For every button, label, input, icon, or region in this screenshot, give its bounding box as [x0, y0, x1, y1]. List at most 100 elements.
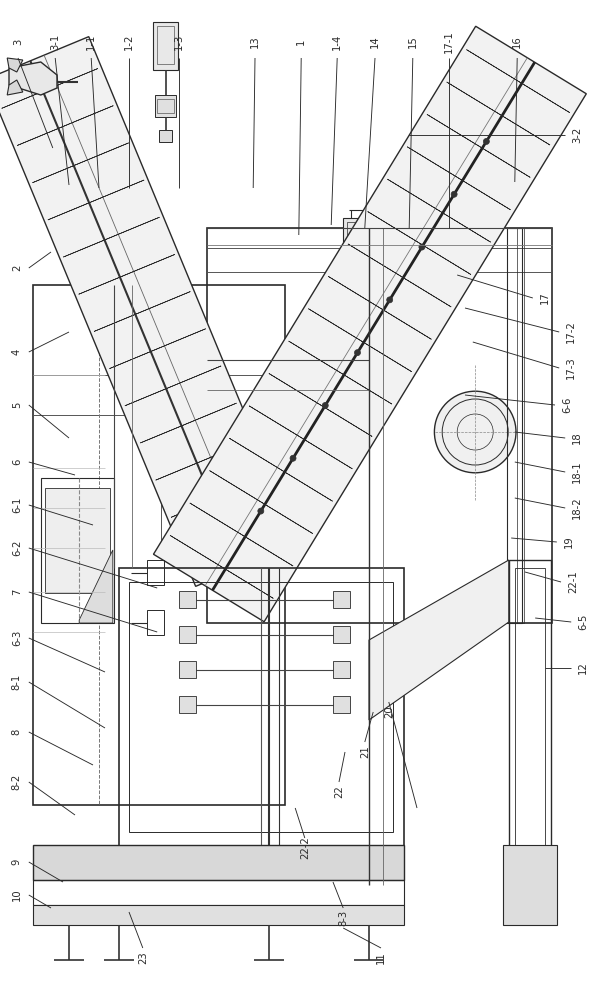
Text: 15: 15: [408, 36, 418, 48]
Bar: [33, 880, 404, 905]
Circle shape: [290, 455, 296, 461]
Text: 17-2: 17-2: [566, 321, 576, 343]
Circle shape: [258, 508, 264, 514]
Text: 1-3: 1-3: [174, 34, 184, 50]
Text: 3-2: 3-2: [572, 127, 582, 143]
Bar: [207, 228, 552, 623]
Circle shape: [386, 297, 392, 303]
Text: 19: 19: [564, 536, 574, 548]
Bar: [179, 591, 196, 608]
Text: 1-1: 1-1: [86, 34, 96, 50]
Bar: [179, 696, 196, 713]
Text: 6-1: 6-1: [12, 497, 22, 513]
Text: 10: 10: [12, 889, 22, 901]
Polygon shape: [269, 373, 372, 436]
Polygon shape: [32, 143, 129, 183]
Polygon shape: [466, 50, 570, 113]
Text: 9: 9: [12, 859, 22, 865]
Polygon shape: [407, 147, 511, 210]
Text: 6-6: 6-6: [562, 397, 572, 413]
Bar: [45, 488, 110, 593]
Bar: [33, 285, 285, 805]
Polygon shape: [209, 471, 313, 534]
Bar: [159, 130, 172, 142]
Polygon shape: [447, 82, 550, 145]
Polygon shape: [48, 180, 144, 220]
Bar: [41, 478, 114, 623]
Bar: [157, 26, 174, 64]
Text: 8-2: 8-2: [12, 774, 22, 790]
Bar: [179, 626, 196, 643]
Circle shape: [434, 391, 516, 473]
Circle shape: [419, 244, 425, 250]
Text: 12: 12: [578, 662, 588, 674]
Circle shape: [451, 191, 457, 197]
Polygon shape: [388, 179, 491, 242]
Bar: [347, 222, 372, 240]
Text: 20: 20: [384, 706, 394, 718]
Bar: [509, 560, 551, 885]
Circle shape: [322, 402, 328, 408]
Polygon shape: [0, 37, 299, 586]
Polygon shape: [9, 62, 57, 95]
Text: 1-2: 1-2: [124, 34, 134, 50]
Polygon shape: [140, 403, 236, 443]
Bar: [119, 568, 404, 846]
Text: 18-2: 18-2: [572, 497, 582, 519]
Text: 5: 5: [12, 402, 22, 408]
Polygon shape: [308, 309, 412, 372]
Polygon shape: [7, 80, 23, 95]
Polygon shape: [109, 329, 206, 369]
Text: 3-1: 3-1: [50, 34, 60, 50]
Polygon shape: [427, 114, 530, 177]
Bar: [33, 905, 404, 925]
Text: 4: 4: [12, 349, 22, 355]
Text: 17-3: 17-3: [566, 357, 576, 379]
Text: 8-3: 8-3: [338, 910, 348, 926]
Polygon shape: [171, 477, 268, 517]
Polygon shape: [155, 440, 252, 480]
Bar: [153, 22, 178, 70]
Polygon shape: [289, 341, 392, 404]
Text: 13: 13: [250, 36, 260, 48]
Text: 8-1: 8-1: [12, 674, 22, 690]
Polygon shape: [348, 244, 451, 307]
Polygon shape: [170, 535, 274, 598]
Text: 6-2: 6-2: [12, 540, 22, 556]
Text: 23: 23: [138, 952, 148, 964]
Text: 18: 18: [572, 432, 582, 444]
Polygon shape: [229, 438, 332, 501]
Bar: [129, 582, 393, 832]
Text: 22: 22: [334, 786, 344, 798]
Text: 3: 3: [13, 39, 23, 45]
Bar: [155, 95, 176, 117]
Polygon shape: [63, 217, 160, 257]
Bar: [179, 661, 196, 678]
Bar: [157, 99, 174, 113]
Polygon shape: [190, 503, 293, 566]
Bar: [503, 845, 557, 925]
Text: 16: 16: [512, 36, 522, 48]
Polygon shape: [249, 406, 352, 469]
Polygon shape: [17, 106, 113, 146]
Bar: [507, 228, 522, 623]
Text: 17-1: 17-1: [444, 31, 454, 53]
Circle shape: [355, 350, 361, 356]
Text: 11: 11: [376, 952, 386, 964]
Bar: [515, 568, 545, 876]
Bar: [333, 661, 350, 678]
Bar: [333, 591, 350, 608]
Bar: [333, 696, 350, 713]
Polygon shape: [79, 254, 175, 294]
Text: 22-2: 22-2: [300, 837, 310, 859]
Text: 7: 7: [12, 589, 22, 595]
Text: 21: 21: [360, 746, 370, 758]
Bar: [517, 228, 524, 623]
Polygon shape: [369, 560, 509, 720]
Polygon shape: [368, 212, 471, 275]
Circle shape: [484, 138, 490, 144]
Polygon shape: [2, 68, 98, 108]
Text: 22-1: 22-1: [568, 571, 578, 593]
Polygon shape: [187, 515, 283, 555]
Polygon shape: [125, 366, 221, 406]
